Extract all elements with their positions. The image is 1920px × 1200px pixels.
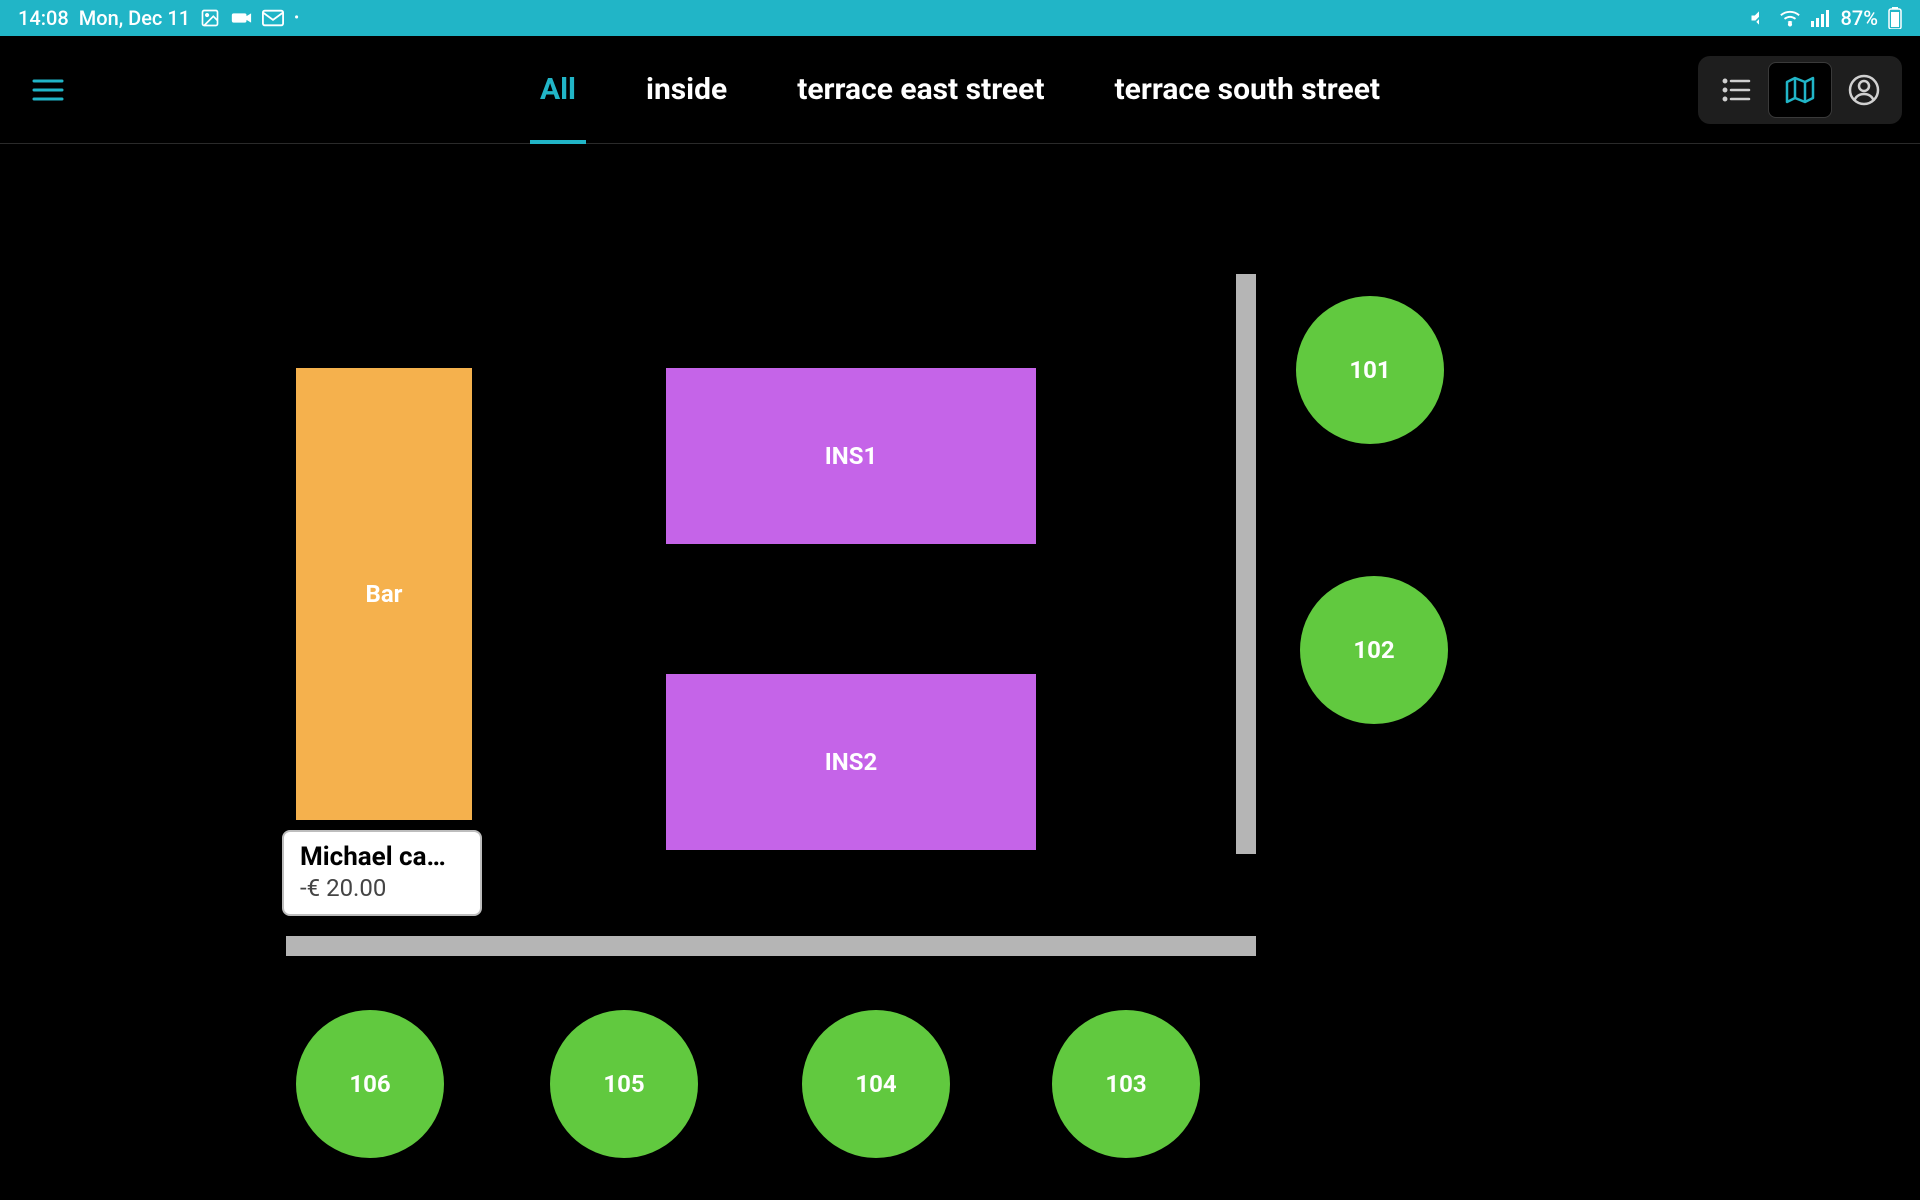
view-toggle-group — [1698, 56, 1902, 124]
gallery-icon — [200, 8, 220, 28]
wall-1 — [1236, 274, 1256, 854]
tab-ts[interactable]: terrace south street — [1114, 36, 1380, 143]
tab-in[interactable]: inside — [646, 36, 727, 143]
list-view-button[interactable] — [1704, 62, 1768, 118]
battery-text: 87% — [1841, 6, 1878, 30]
table-ins1[interactable]: INS1 — [666, 368, 1036, 544]
menu-button[interactable] — [28, 70, 68, 110]
table-info-card[interactable]: Michael ca…-€ 20.00 — [282, 830, 482, 916]
status-date: Mon, Dec 11 — [79, 6, 190, 30]
table-t105[interactable]: 105 — [550, 1010, 698, 1158]
battery-icon — [1888, 7, 1902, 29]
table-t102[interactable]: 102 — [1300, 576, 1448, 724]
more-indicator-icon: • — [294, 11, 299, 25]
dnd-icon — [230, 9, 252, 27]
table-bar[interactable]: Bar — [296, 368, 472, 820]
table-t101[interactable]: 101 — [1296, 296, 1444, 444]
floor-plan-canvas[interactable]: Bar INS1 INS2 101 102 106 105 104 103 Michael ca…… — [0, 144, 1920, 1200]
status-time: 14:08 — [18, 6, 69, 30]
table-t104[interactable]: 104 — [802, 1010, 950, 1158]
table-ins2[interactable]: INS2 — [666, 674, 1036, 850]
info-card-title: Michael ca… — [300, 842, 464, 872]
table-t106[interactable]: 106 — [296, 1010, 444, 1158]
profile-button[interactable] — [1832, 62, 1896, 118]
signal-icon — [1811, 9, 1831, 27]
tab-te[interactable]: terrace east street — [797, 36, 1044, 143]
wall-0 — [286, 936, 1256, 956]
tabs: All inside terrace east street terrace sout… — [540, 36, 1380, 143]
top-nav: All inside terrace east street terrace sout… — [0, 36, 1920, 144]
table-t103[interactable]: 103 — [1052, 1010, 1200, 1158]
info-card-amount: -€ 20.00 — [300, 874, 464, 902]
map-view-button[interactable] — [1768, 62, 1832, 118]
mail-icon — [262, 9, 284, 27]
mute-icon — [1749, 8, 1769, 28]
wifi-icon — [1779, 9, 1801, 27]
status-bar: 14:08 Mon, Dec 11 • 87% — [0, 0, 1920, 36]
tab-all[interactable]: All — [540, 36, 576, 143]
